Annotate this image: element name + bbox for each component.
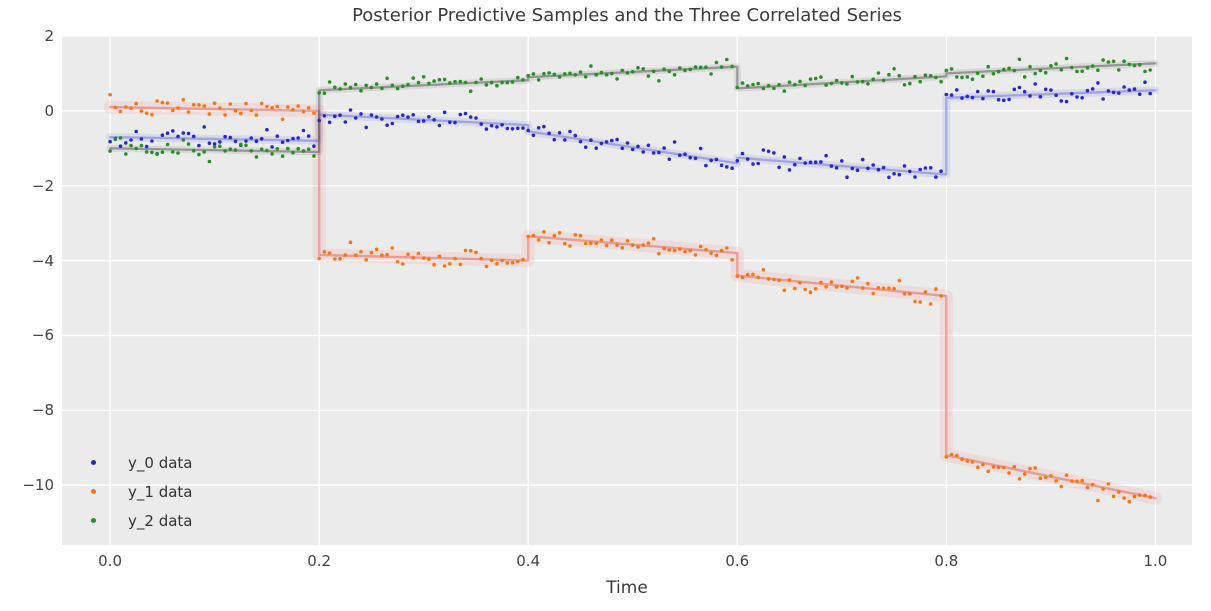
y-tick-label: −2: [31, 176, 54, 195]
chart-canvas: [62, 36, 1192, 545]
x-tick-label: 0.6: [725, 552, 750, 570]
x-tick-label: 0.0: [98, 552, 122, 570]
y-tick-label: 0: [44, 101, 54, 120]
x-tick-label: 0.2: [307, 552, 332, 570]
plot-area: y_0 data y_1 data y_2 data: [62, 36, 1192, 545]
y-tick-label: −6: [31, 326, 54, 345]
legend: y_0 data y_1 data y_2 data: [80, 448, 192, 535]
y-tick-label: −10: [22, 476, 54, 495]
legend-marker-icon: [90, 518, 96, 523]
legend-marker-icon: [90, 489, 96, 494]
y-tick-label: −4: [31, 251, 54, 270]
x-tick-label: 0.4: [516, 552, 541, 570]
x-tick-label: 1.0: [1143, 552, 1168, 570]
legend-label: y_2 data: [128, 511, 193, 530]
legend-label: y_0 data: [128, 453, 193, 472]
legend-item: y_2 data: [80, 506, 192, 535]
scatter-series-0: [108, 80, 1152, 180]
y-tick-label: 2: [44, 27, 54, 45]
ppc-band-0: [106, 86, 1160, 179]
legend-item: y_1 data: [80, 477, 192, 506]
scatter-series-1: [108, 92, 1152, 504]
x-axis-label: Time: [606, 578, 648, 598]
scatter-series-2: [108, 56, 1152, 164]
chart-title: Posterior Predictive Samples and the Thr…: [352, 5, 902, 26]
legend-marker-icon: [90, 460, 96, 465]
legend-item: y_0 data: [80, 448, 192, 477]
x-tick-label: 0.8: [934, 552, 959, 570]
ppc-band-1: [103, 100, 1162, 505]
legend-label: y_1 data: [128, 482, 193, 501]
y-tick-label: −8: [31, 401, 54, 420]
